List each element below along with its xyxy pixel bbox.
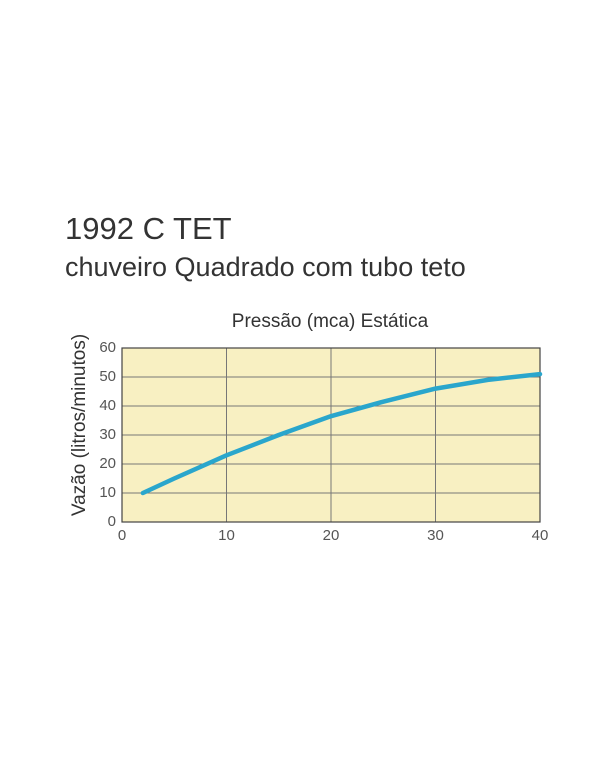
chart-subtitle: chuveiro Quadrado com tubo teto xyxy=(65,252,466,282)
x-tick-label: 10 xyxy=(218,527,235,544)
data-line xyxy=(140,371,543,496)
y-tick-label: 50 xyxy=(99,368,116,385)
y-tick-label: 30 xyxy=(99,426,116,443)
x-tick-label: 0 xyxy=(118,527,126,544)
y-tick-label: 10 xyxy=(99,484,116,501)
y-tick-label: 60 xyxy=(99,339,116,356)
x-tick-label: 30 xyxy=(427,527,444,544)
chart-title: 1992 C TET xyxy=(65,211,232,246)
plot-border xyxy=(121,347,541,523)
y-tick-label: 40 xyxy=(99,397,116,414)
y-tick-label: 0 xyxy=(108,513,116,530)
x-tick-label: 40 xyxy=(532,527,549,544)
x-tick-label: 20 xyxy=(323,527,340,544)
x-axis-label: Pressão (mca) Estática xyxy=(232,311,429,332)
y-tick-label: 20 xyxy=(99,455,116,472)
y-axis-label: Vazão (litros/minutos) xyxy=(69,334,90,516)
